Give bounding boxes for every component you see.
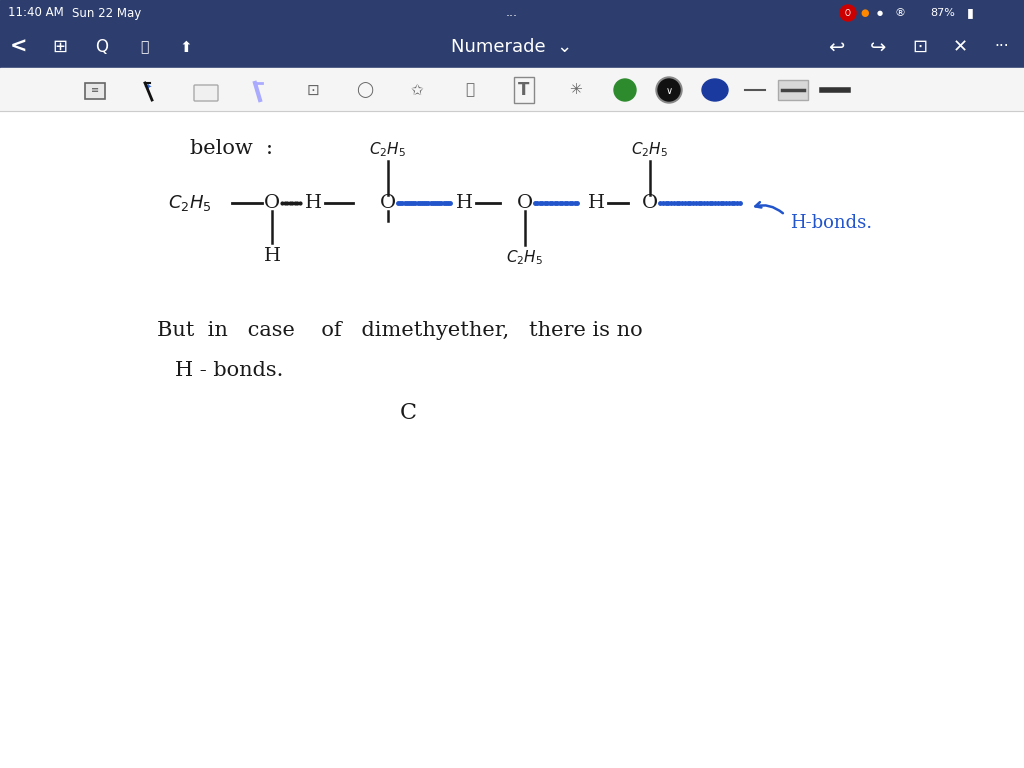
Text: ≡: ≡ [91,85,99,95]
Text: ⊡: ⊡ [912,38,928,56]
Bar [0,68,1024,111]
Text: 11:40 AM: 11:40 AM [8,6,63,19]
Text: Q: Q [95,38,109,56]
Text: ●: ● [877,10,883,16]
Text: H - bonds.: H - bonds. [175,360,284,379]
Text: ®: ® [895,8,905,18]
Bar [0,26,1024,68]
Text: $\mathit{C_2H_5}$: $\mathit{C_2H_5}$ [168,193,212,213]
Text: $\mathit{C_2H_5}$: $\mathit{C_2H_5}$ [507,249,544,267]
FancyBboxPatch shape [194,85,218,101]
Circle shape [656,77,682,103]
Text: ✦: ✦ [144,83,152,93]
Text: ⊞: ⊞ [52,38,68,56]
Text: ∨: ∨ [666,86,673,96]
Text: ⬆: ⬆ [179,39,193,55]
Text: ↪: ↪ [869,38,886,57]
Bar [0,0,1024,26]
Text: O: O [845,8,851,18]
Bar [85,83,105,99]
Text: C: C [400,402,417,424]
Text: H: H [263,247,281,265]
Text: H: H [304,194,322,212]
Ellipse shape [702,79,728,101]
Circle shape [840,5,856,21]
Text: ...: ... [506,6,518,19]
Text: $\mathit{C_2H_5}$: $\mathit{C_2H_5}$ [370,141,407,159]
Circle shape [658,79,680,101]
Text: ✕: ✕ [952,38,968,56]
Circle shape [614,79,636,101]
Text: O: O [264,194,280,212]
Text: ···: ··· [994,39,1010,55]
Text: O: O [380,194,396,212]
Text: O: O [517,194,534,212]
Text: But  in   case    of   dimethyether,   there is no: But in case of dimethyether, there is no [157,320,643,339]
Bar [0,111,1024,768]
Text: H: H [456,194,472,212]
Text: H: H [588,194,604,212]
Text: 🖼: 🖼 [466,82,474,98]
Text: ✳: ✳ [569,82,583,98]
Text: 87%: 87% [930,8,954,18]
Text: below  :: below : [190,138,273,157]
Text: O: O [642,194,658,212]
Text: T: T [518,81,529,99]
Text: Numerade  ⌄: Numerade ⌄ [452,38,572,56]
Text: H-bonds.: H-bonds. [790,214,872,232]
Text: $\mathit{C_2H_5}$: $\mathit{C_2H_5}$ [632,141,669,159]
Bar [778,80,808,100]
Text: ✩: ✩ [411,82,423,98]
Text: ▮: ▮ [967,6,974,19]
Text: ↩: ↩ [827,38,844,57]
Text: ●: ● [861,8,869,18]
Text: <: < [9,37,27,57]
Text: ⊡: ⊡ [306,82,319,98]
Text: ◯: ◯ [356,82,374,98]
Text: 🔖: 🔖 [140,40,148,54]
Text: Sun 22 May: Sun 22 May [72,6,141,19]
